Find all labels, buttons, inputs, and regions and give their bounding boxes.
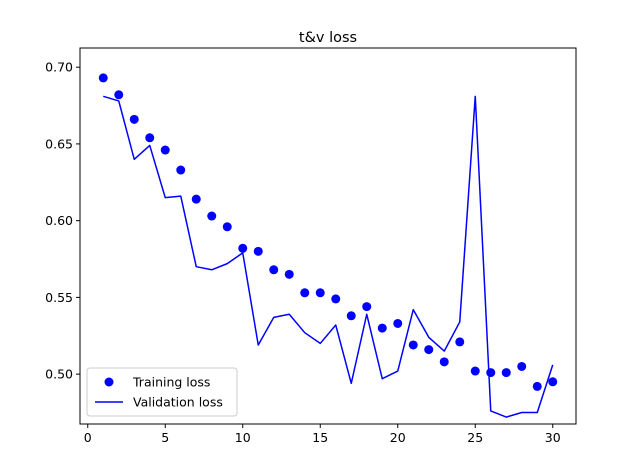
training-loss-point bbox=[362, 302, 372, 312]
training-loss-point bbox=[548, 377, 558, 387]
legend-label: Training loss bbox=[132, 375, 210, 390]
legend-box bbox=[86, 367, 238, 417]
training-loss-point bbox=[424, 345, 434, 355]
legend: Training loss Validation loss bbox=[86, 367, 238, 417]
y-tick-label: 0.65 bbox=[45, 136, 73, 151]
training-loss-point bbox=[300, 288, 310, 298]
training-loss-point bbox=[393, 318, 403, 328]
training-loss-point bbox=[238, 243, 248, 253]
validation-loss-line bbox=[103, 95, 554, 418]
training-loss-point bbox=[191, 194, 201, 204]
x-tick-label: 0 bbox=[84, 430, 92, 445]
x-tick-label: 30 bbox=[545, 430, 561, 445]
legend-swatch-marker bbox=[104, 377, 114, 387]
plot-area bbox=[98, 73, 558, 418]
training-loss-point bbox=[408, 340, 418, 350]
training-loss-point bbox=[284, 269, 294, 279]
training-loss-point bbox=[207, 211, 217, 221]
training-loss-point bbox=[517, 361, 527, 371]
training-loss-point bbox=[377, 323, 387, 333]
training-loss-point bbox=[331, 294, 341, 304]
legend-label: Validation loss bbox=[133, 395, 223, 410]
training-loss-point bbox=[486, 368, 496, 378]
training-loss-point bbox=[129, 114, 139, 124]
training-loss-point bbox=[253, 246, 263, 256]
axes: 0 5 10 15 20 25 30 0.50 0.55 0.60 0.65 0.70 bbox=[45, 60, 561, 445]
training-loss-point bbox=[501, 368, 511, 378]
y-tick-label: 0.70 bbox=[45, 60, 73, 75]
training-loss-point bbox=[315, 288, 325, 298]
axes-frame bbox=[79, 47, 577, 425]
training-loss-point bbox=[160, 145, 170, 155]
training-loss-point bbox=[269, 265, 279, 275]
training-loss-point bbox=[176, 165, 186, 175]
training-loss-point bbox=[145, 133, 155, 143]
x-tick-label: 25 bbox=[467, 430, 483, 445]
chart-title: t&v loss bbox=[299, 30, 357, 46]
y-tick-label: 0.60 bbox=[45, 213, 73, 228]
x-tick-label: 10 bbox=[235, 430, 251, 445]
training-loss-point bbox=[455, 337, 465, 347]
training-loss-point bbox=[222, 222, 232, 232]
training-loss-point bbox=[346, 311, 356, 321]
x-tick-label: 20 bbox=[390, 430, 406, 445]
training-loss-point bbox=[114, 90, 124, 100]
x-tick-label: 5 bbox=[161, 430, 169, 445]
training-loss-point bbox=[470, 366, 480, 376]
training-loss-point bbox=[98, 73, 108, 83]
x-tick-label: 15 bbox=[312, 430, 328, 445]
y-tick-label: 0.55 bbox=[45, 290, 73, 305]
training-loss-point bbox=[439, 357, 449, 367]
training-loss-point bbox=[532, 381, 542, 391]
y-tick-label: 0.50 bbox=[45, 367, 73, 382]
